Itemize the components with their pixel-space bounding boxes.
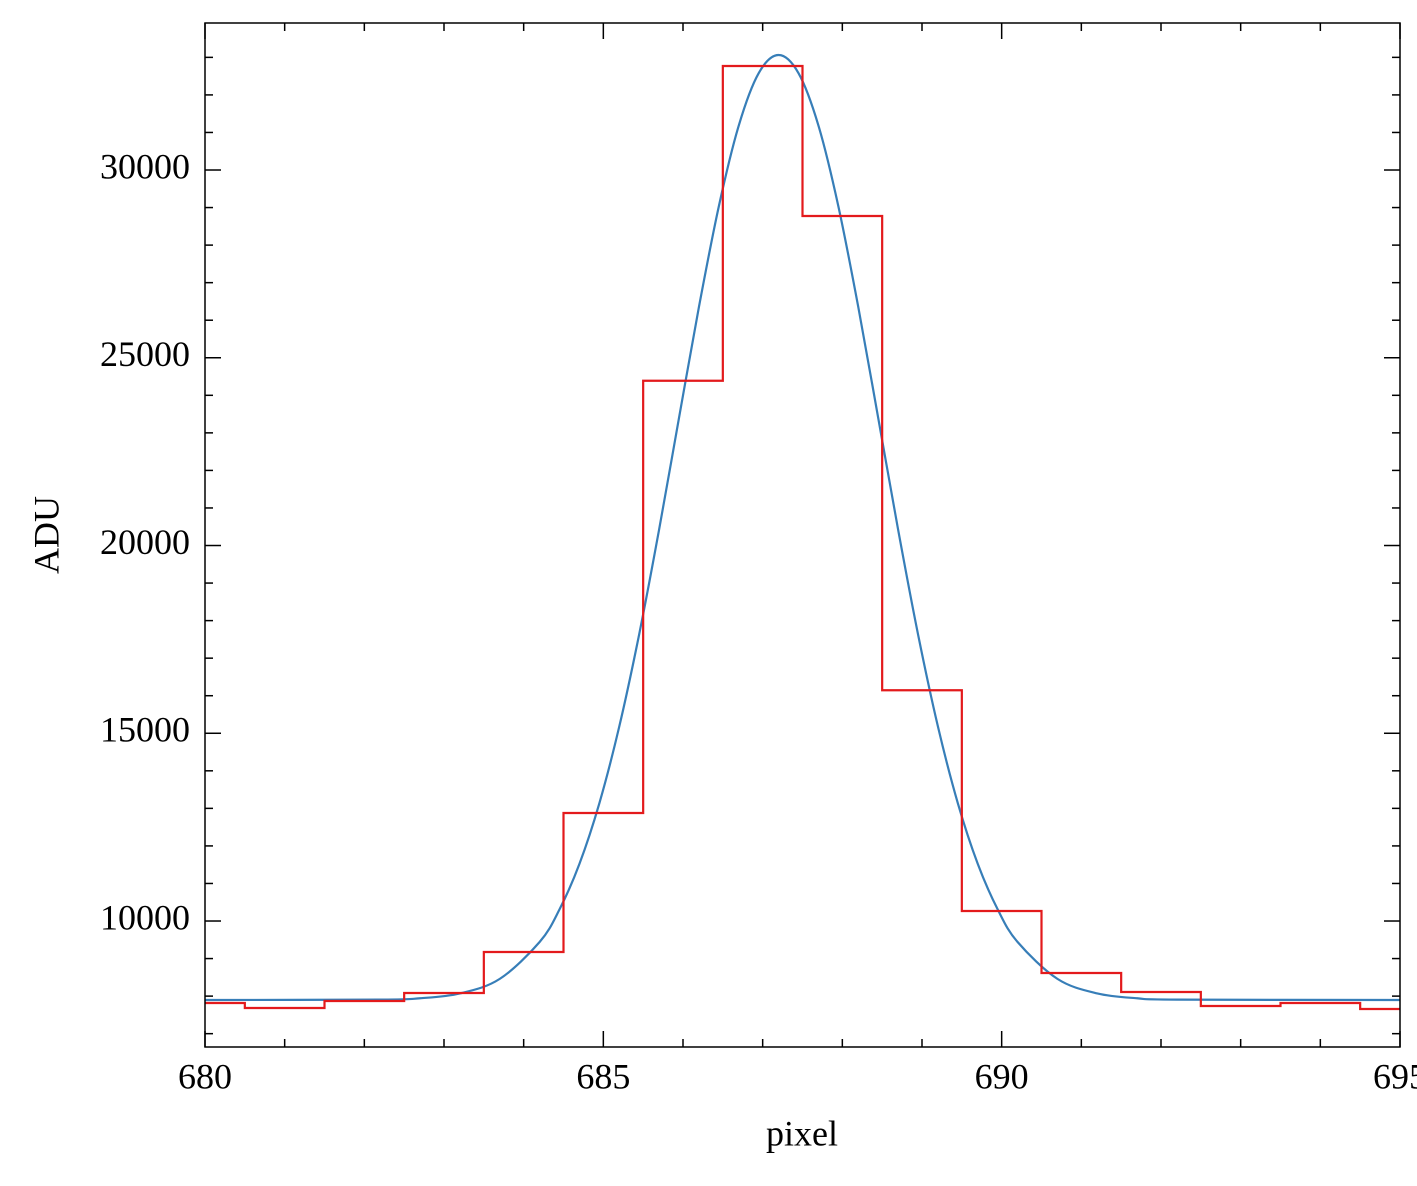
- step-line: [205, 64, 1400, 1011]
- y-tick-label: 25000: [100, 334, 190, 374]
- x-axis-label: pixel: [766, 1113, 838, 1153]
- y-axis-label: ADU: [26, 496, 66, 574]
- plot-marks: [205, 53, 1400, 1011]
- y-tick-label: 15000: [100, 710, 190, 750]
- fit-curve: [205, 53, 1400, 1002]
- y-tick-label: 30000: [100, 146, 190, 186]
- x-tick-label: 695: [1373, 1056, 1417, 1096]
- y-tick-label: 20000: [100, 522, 190, 562]
- y-tick-label: 10000: [100, 897, 190, 937]
- x-tick-label: 685: [576, 1056, 630, 1096]
- x-tick-label: 680: [178, 1056, 232, 1096]
- x-tick-label: 690: [975, 1056, 1029, 1096]
- plot-frame: [204, 22, 1401, 1048]
